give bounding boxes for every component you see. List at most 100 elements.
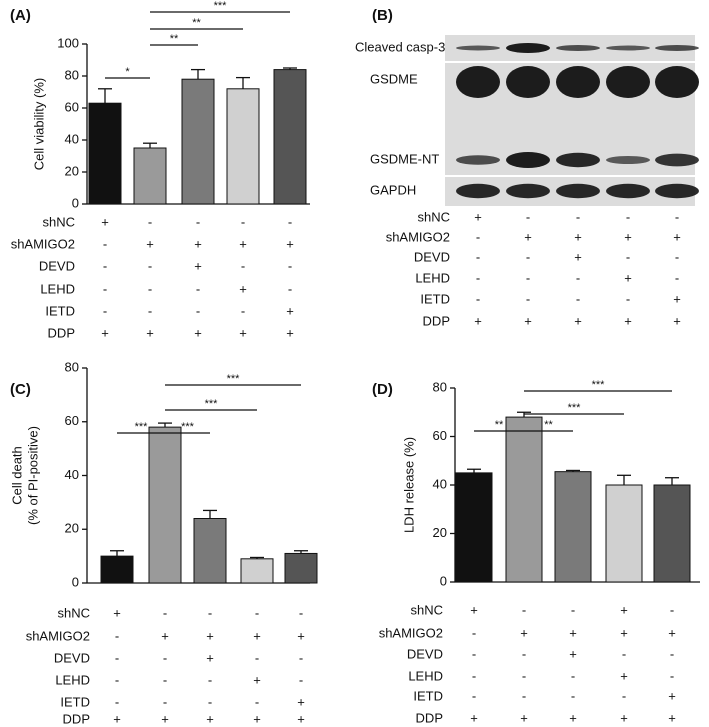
condition-sign: -: [476, 291, 480, 306]
bar: [273, 69, 307, 205]
condition-sign: +: [239, 325, 247, 340]
y-tick-label: 60: [433, 428, 447, 443]
condition-sign: -: [241, 258, 245, 273]
condition-sign: +: [194, 325, 202, 340]
significance-label: **: [495, 419, 504, 431]
condition-sign: +: [101, 214, 109, 229]
condition-sign: -: [526, 209, 530, 224]
condition-sign: +: [569, 646, 577, 661]
condition-sign: -: [103, 258, 107, 273]
condition-sign: +: [624, 313, 632, 328]
condition-sign: -: [626, 249, 630, 264]
significance-label: ***: [181, 421, 195, 433]
condition-label: IETD: [60, 694, 90, 709]
condition-sign: +: [194, 258, 202, 273]
blot-band: [506, 183, 550, 199]
blot-band: [506, 152, 550, 168]
y-tick-label: 80: [65, 359, 79, 374]
panel-label: (C): [10, 381, 31, 398]
condition-sign: +: [520, 710, 528, 725]
condition-sign: +: [668, 710, 676, 725]
condition-sign: -: [196, 303, 200, 318]
condition-sign: -: [522, 646, 526, 661]
condition-sign: -: [472, 668, 476, 683]
condition-sign: -: [196, 214, 200, 229]
y-tick-label: 0: [72, 195, 79, 210]
bar: [605, 484, 643, 583]
condition-sign: -: [526, 249, 530, 264]
condition-sign: -: [255, 694, 259, 709]
condition-sign: -: [208, 605, 212, 620]
condition-label: DEVD: [54, 650, 90, 665]
y-tick-label: 80: [433, 379, 447, 394]
condition-sign: -: [148, 214, 152, 229]
condition-sign: +: [470, 710, 478, 725]
condition-sign: -: [299, 650, 303, 665]
y-tick-label: 20: [65, 521, 79, 536]
condition-sign: -: [675, 270, 679, 285]
condition-sign: -: [675, 249, 679, 264]
condition-sign: +: [194, 236, 202, 251]
condition-sign: -: [299, 672, 303, 687]
significance-label: **: [544, 419, 553, 431]
condition-sign: -: [241, 214, 245, 229]
condition-sign: +: [206, 650, 214, 665]
condition-sign: -: [472, 688, 476, 703]
condition-sign: +: [253, 711, 261, 726]
y-tick-label: 40: [65, 131, 79, 146]
condition-label: DEVD: [39, 258, 75, 273]
condition-sign: +: [206, 711, 214, 726]
condition-sign: -: [255, 605, 259, 620]
condition-sign: -: [255, 650, 259, 665]
condition-sign: -: [148, 281, 152, 296]
condition-sign: +: [569, 710, 577, 725]
y-axis-label: (% of PI-positive): [25, 426, 40, 525]
condition-sign: -: [115, 694, 119, 709]
condition-sign: +: [474, 209, 482, 224]
bar: [181, 78, 215, 205]
condition-sign: -: [522, 668, 526, 683]
condition-label: LEHD: [415, 270, 450, 285]
condition-sign: -: [163, 650, 167, 665]
condition-sign: -: [670, 602, 674, 617]
condition-label: LEHD: [40, 281, 75, 296]
condition-sign: +: [520, 625, 528, 640]
condition-sign: -: [148, 303, 152, 318]
blot-band: [556, 152, 600, 168]
condition-sign: -: [103, 281, 107, 296]
condition-label: IETD: [420, 291, 450, 306]
bar: [455, 472, 493, 583]
condition-label: DDP: [63, 711, 90, 726]
condition-sign: +: [101, 325, 109, 340]
condition-sign: +: [620, 625, 628, 640]
bar: [88, 102, 122, 205]
band-label: Cleaved casp-3: [355, 39, 445, 54]
condition-sign: +: [239, 281, 247, 296]
condition-sign: -: [522, 688, 526, 703]
condition-sign: -: [670, 668, 674, 683]
condition-sign: -: [163, 694, 167, 709]
panel-label: (D): [372, 381, 393, 398]
bar: [240, 558, 274, 584]
blot-band: [556, 66, 600, 98]
bar: [133, 147, 167, 205]
y-tick-label: 80: [65, 67, 79, 82]
condition-sign: -: [241, 303, 245, 318]
condition-label: shNC: [417, 209, 450, 224]
condition-label: LEHD: [408, 668, 443, 683]
blot-band: [606, 183, 650, 199]
bar: [554, 471, 592, 583]
condition-sign: +: [673, 229, 681, 244]
condition-sign: -: [522, 602, 526, 617]
blot-band: [506, 66, 550, 98]
condition-sign: -: [626, 209, 630, 224]
condition-sign: +: [206, 628, 214, 643]
condition-sign: -: [576, 291, 580, 306]
condition-sign: +: [161, 711, 169, 726]
significance-label: ***: [568, 402, 582, 414]
condition-sign: +: [620, 668, 628, 683]
condition-sign: -: [476, 249, 480, 264]
condition-sign: -: [288, 258, 292, 273]
condition-sign: +: [297, 628, 305, 643]
blot-band: [606, 45, 650, 51]
